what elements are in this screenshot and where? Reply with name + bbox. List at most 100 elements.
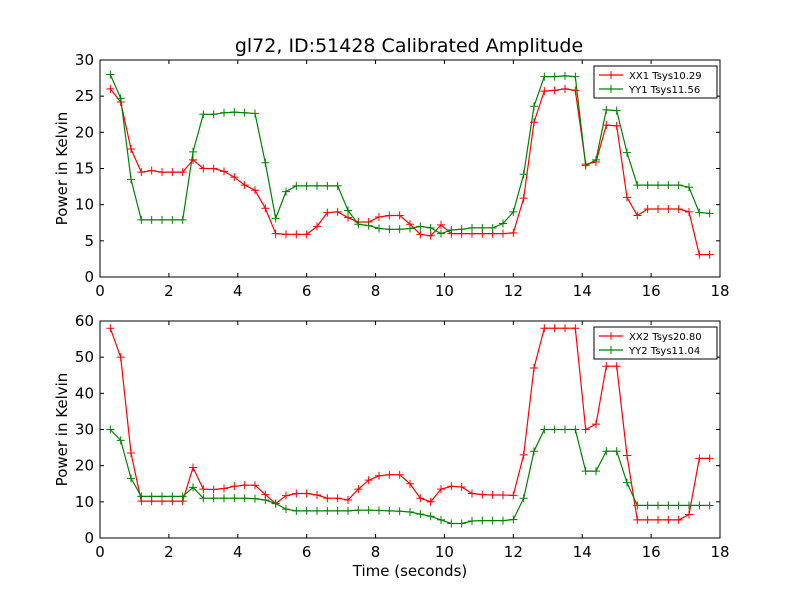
x-tick-label: 8 bbox=[371, 282, 381, 300]
data-point bbox=[571, 72, 580, 81]
data-point bbox=[550, 324, 559, 333]
data-point bbox=[323, 506, 332, 515]
data-point bbox=[302, 181, 311, 190]
data-point bbox=[178, 168, 187, 177]
data-point bbox=[571, 324, 580, 333]
data-point bbox=[302, 506, 311, 515]
data-point bbox=[292, 489, 301, 498]
data-point bbox=[127, 474, 135, 483]
data-point bbox=[230, 494, 239, 503]
data-point bbox=[323, 208, 332, 217]
data-point bbox=[344, 496, 352, 505]
data-point bbox=[685, 207, 693, 216]
data-point bbox=[230, 482, 239, 491]
data-point bbox=[540, 87, 549, 96]
data-point bbox=[612, 447, 621, 456]
x-tick-label: 18 bbox=[710, 543, 729, 561]
data-point bbox=[323, 494, 332, 503]
data-point bbox=[240, 108, 249, 117]
data-point bbox=[426, 223, 435, 232]
data-point bbox=[519, 450, 528, 459]
data-point bbox=[530, 447, 538, 456]
data-point bbox=[271, 214, 280, 223]
data-point bbox=[354, 220, 363, 229]
data-point bbox=[220, 108, 228, 117]
data-point bbox=[251, 494, 259, 503]
legend-box bbox=[593, 65, 718, 99]
data-point bbox=[251, 109, 259, 118]
data-point bbox=[457, 519, 466, 528]
data-point bbox=[158, 168, 166, 177]
data-point bbox=[137, 168, 146, 177]
data-point bbox=[705, 454, 714, 463]
data-point bbox=[406, 479, 414, 488]
legend-swatch-marker bbox=[607, 71, 615, 79]
data-point bbox=[416, 494, 425, 503]
data-point bbox=[695, 208, 704, 217]
data-point bbox=[333, 506, 342, 515]
data-point bbox=[220, 167, 228, 176]
data-point bbox=[643, 515, 652, 524]
y-tick-label: 30 bbox=[75, 51, 94, 69]
data-point bbox=[116, 353, 125, 362]
top-panel: 0 2 4 6 8 10 12 14 16 18 0 5 10 15 20 25 30 Power in Kelv… bbox=[53, 51, 730, 300]
data-point bbox=[654, 515, 662, 524]
data-point bbox=[147, 166, 156, 175]
data-point bbox=[375, 212, 383, 221]
legend-entry-label: XX2 Tsys20.80 bbox=[629, 332, 702, 343]
data-point bbox=[664, 515, 673, 524]
data-point bbox=[612, 362, 621, 371]
data-point bbox=[199, 494, 208, 503]
data-point bbox=[468, 223, 476, 232]
x-tick-label: 14 bbox=[573, 543, 592, 561]
data-point bbox=[395, 225, 404, 234]
x-tick-label: 10 bbox=[435, 543, 454, 561]
y-tick-label: 10 bbox=[75, 493, 94, 511]
x-tick-label: 14 bbox=[573, 282, 592, 300]
data-point bbox=[416, 222, 425, 231]
data-point bbox=[147, 215, 156, 224]
data-point bbox=[240, 481, 249, 490]
data-point bbox=[509, 228, 518, 237]
data-point bbox=[664, 501, 673, 510]
data-point bbox=[499, 516, 507, 525]
data-point bbox=[602, 362, 611, 371]
data-point bbox=[581, 467, 590, 476]
data-point bbox=[344, 206, 352, 215]
data-point bbox=[478, 223, 487, 232]
data-point bbox=[561, 425, 569, 434]
data-point bbox=[302, 230, 311, 239]
legend-swatch-marker bbox=[607, 346, 615, 354]
data-point bbox=[705, 501, 714, 510]
data-point bbox=[230, 108, 239, 117]
data-point bbox=[127, 144, 135, 153]
data-point bbox=[385, 506, 394, 515]
x-tick-label: 2 bbox=[164, 282, 174, 300]
data-point bbox=[240, 494, 249, 503]
data-point bbox=[571, 86, 580, 95]
data-point bbox=[592, 155, 600, 164]
data-point bbox=[416, 230, 425, 239]
data-point bbox=[158, 492, 166, 501]
data-point bbox=[664, 205, 673, 214]
x-tick-label: 0 bbox=[95, 282, 105, 300]
data-point bbox=[220, 484, 228, 493]
data-point bbox=[561, 71, 569, 80]
data-point bbox=[602, 447, 611, 456]
x-tick-label: 18 bbox=[710, 282, 729, 300]
data-point bbox=[643, 205, 652, 214]
data-point bbox=[261, 496, 270, 505]
data-point bbox=[540, 72, 549, 81]
data-point bbox=[540, 425, 549, 434]
data-point bbox=[137, 215, 146, 224]
data-point bbox=[437, 229, 445, 238]
data-point bbox=[282, 491, 290, 500]
y-tick-label: 25 bbox=[75, 87, 94, 105]
data-point bbox=[654, 181, 662, 190]
data-point bbox=[447, 225, 456, 234]
data-point bbox=[685, 501, 693, 510]
data-point bbox=[623, 451, 631, 460]
data-point bbox=[364, 221, 373, 230]
y-tick-label: 20 bbox=[75, 457, 94, 475]
